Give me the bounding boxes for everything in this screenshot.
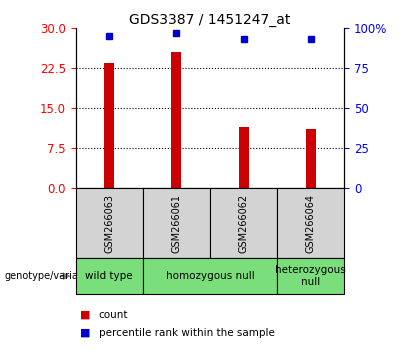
Text: GSM266064: GSM266064 xyxy=(306,194,316,252)
Text: count: count xyxy=(99,310,128,320)
Title: GDS3387 / 1451247_at: GDS3387 / 1451247_at xyxy=(129,13,291,27)
Text: GSM266063: GSM266063 xyxy=(104,194,114,252)
Text: GSM266061: GSM266061 xyxy=(171,194,181,252)
Text: heterozygous
null: heterozygous null xyxy=(276,265,346,287)
Bar xyxy=(239,127,249,188)
Bar xyxy=(306,129,316,188)
Text: percentile rank within the sample: percentile rank within the sample xyxy=(99,328,275,338)
Text: ■: ■ xyxy=(80,328,90,338)
Text: wild type: wild type xyxy=(85,271,133,281)
Text: ■: ■ xyxy=(80,310,90,320)
Text: genotype/variation: genotype/variation xyxy=(4,271,97,281)
Text: homozygous null: homozygous null xyxy=(165,271,255,281)
Bar xyxy=(171,52,181,188)
Bar xyxy=(104,63,114,188)
Text: GSM266062: GSM266062 xyxy=(239,193,249,253)
